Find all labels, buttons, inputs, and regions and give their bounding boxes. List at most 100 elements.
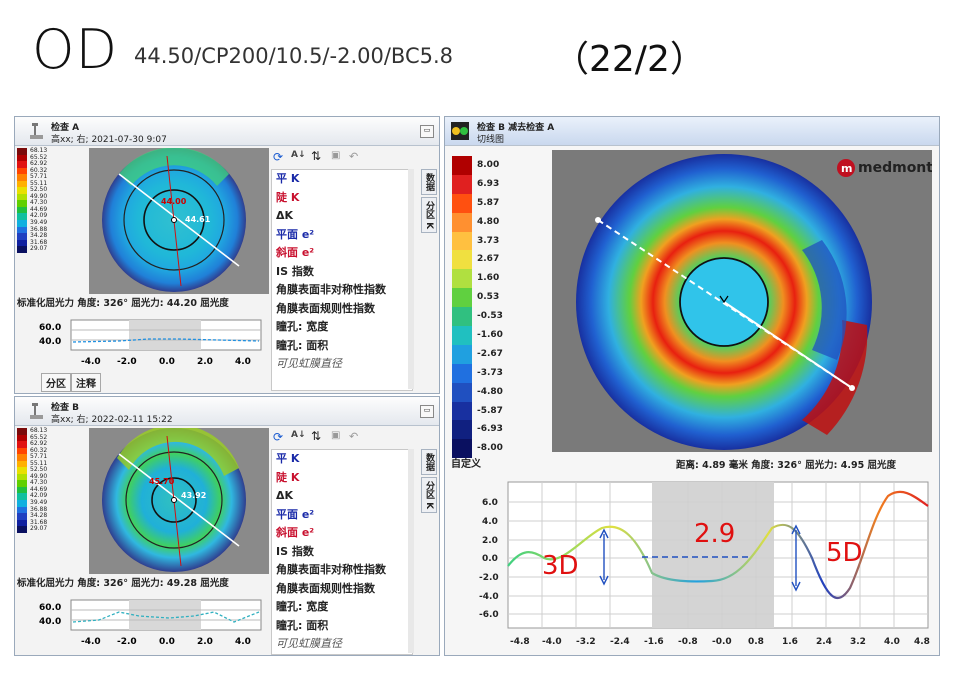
medmont-logo: m medmont — [837, 159, 932, 177]
index-item[interactable]: 斜面 e² — [276, 246, 315, 259]
difference-tangential-map[interactable]: m medmont — [552, 150, 932, 452]
save-icon[interactable]: ▣ — [331, 150, 341, 161]
scale-value: 52.50 — [30, 186, 48, 194]
scale-value: -3.73 — [477, 367, 503, 378]
tab-zone[interactable]: 分区 — [41, 373, 71, 392]
sort-icon[interactable]: ⇅ — [311, 149, 322, 163]
scale-swatch — [452, 174, 472, 194]
difference-header: 检查 B 减去检查 A 切线图 — [445, 117, 939, 146]
scale-step: 49.90 — [17, 473, 73, 481]
exam-a-profile-chart: 60.0 40.0 -4.0 -2.0 0.0 2.0 4.0 — [39, 319, 262, 367]
index-item[interactable]: ΔK — [276, 489, 294, 502]
menu-scrollbar[interactable] — [408, 169, 414, 389]
scale-step: 6.93 — [452, 174, 512, 194]
scale-value: 31.68 — [30, 518, 48, 526]
exam-b-toolbar: ⟳ A↓ ⇅ ▣ ↶ — [273, 429, 413, 446]
index-item[interactable]: 可见虹膜直径 — [276, 357, 342, 370]
x-tick: -4.0 — [542, 637, 562, 647]
scale-swatch — [17, 428, 27, 435]
scale-step: 44.69 — [17, 206, 73, 214]
tab-data[interactable]: 数据 — [421, 169, 437, 195]
scale-step: 62.92 — [17, 160, 73, 168]
scale-swatch — [17, 480, 27, 487]
refresh-icon[interactable]: ⟳ — [273, 430, 284, 444]
scale-swatch — [17, 167, 27, 175]
undo-icon[interactable]: ↶ — [349, 430, 359, 443]
refresh-icon[interactable]: ⟳ — [273, 150, 284, 164]
index-item[interactable]: 斜面 e² — [276, 526, 315, 539]
tab-notes[interactable]: 注释 — [71, 373, 101, 392]
index-item[interactable]: 角膜表面规则性指数 — [276, 301, 375, 315]
sort-icon[interactable]: ⇅ — [311, 429, 322, 443]
scale-swatch — [17, 206, 27, 214]
index-item[interactable]: 瞳孔: 面积 — [276, 338, 329, 352]
scale-swatch — [17, 434, 27, 442]
undo-icon[interactable]: ↶ — [349, 150, 359, 163]
y-tick: 2.0 — [482, 536, 498, 546]
scale-step: 55.11 — [17, 180, 73, 188]
y-tick: -6.0 — [479, 610, 499, 620]
index-item[interactable]: 平面 e² — [276, 507, 315, 521]
scale-step: 8.00 — [452, 156, 512, 175]
scale-value: -1.60 — [477, 330, 503, 341]
scale-swatch — [452, 156, 472, 175]
menu-scrollbar[interactable] — [408, 449, 414, 653]
tab-zone-k[interactable]: 分区 K — [421, 197, 437, 233]
scale-step: 39.49 — [17, 499, 73, 507]
scale-value: 2.67 — [477, 254, 500, 265]
index-item[interactable]: 瞳孔: 宽度 — [276, 320, 329, 333]
restore-button[interactable]: ▭ — [420, 125, 434, 138]
index-item[interactable]: 陡 K — [276, 470, 300, 484]
scale-value: 39.49 — [30, 499, 48, 507]
scale-swatch — [17, 233, 27, 240]
scale-swatch — [452, 307, 472, 327]
scale-step: 49.90 — [17, 192, 73, 201]
scale-step: 31.68 — [17, 239, 73, 247]
scale-step: -8.00 — [452, 439, 512, 459]
scale-swatch — [17, 506, 27, 514]
scale-step: 34.28 — [17, 232, 73, 240]
scale-value: 62.92 — [30, 440, 48, 448]
x-tick: -0.0 — [712, 637, 732, 647]
index-item[interactable]: 瞳孔: 宽度 — [276, 600, 329, 613]
scale-value: 42.09 — [30, 212, 48, 220]
tab-data[interactable]: 数据 — [421, 449, 437, 475]
sort-az-icon[interactable]: A↓ — [291, 150, 306, 160]
scale-step: 36.88 — [17, 226, 73, 234]
index-item[interactable]: 瞳孔: 面积 — [276, 618, 329, 632]
scale-swatch — [17, 473, 27, 481]
y-tick: -4.0 — [479, 592, 499, 602]
exam-b-topography-map[interactable]: 45.70 43.92 — [89, 428, 269, 574]
save-icon[interactable]: ▣ — [331, 430, 341, 441]
scale-step: 57.71 — [17, 453, 73, 461]
index-item[interactable]: 平 K — [276, 452, 300, 465]
sort-az-icon[interactable]: A↓ — [291, 430, 306, 440]
index-item[interactable]: 可见虹膜直径 — [276, 637, 342, 650]
scale-swatch — [452, 363, 472, 383]
index-item[interactable]: IS 指数 — [276, 544, 314, 558]
exam-a-topography-map[interactable]: 44.00 44.61 — [89, 148, 269, 294]
index-item[interactable]: 角膜表面非对称性指数 — [276, 283, 386, 296]
scale-step: 55.11 — [17, 460, 73, 468]
scale-swatch — [17, 200, 27, 207]
index-item[interactable]: 角膜表面规则性指数 — [276, 581, 375, 595]
y-tick: 4.0 — [482, 517, 498, 527]
date-note: （22/2） — [553, 39, 706, 80]
index-item[interactable]: 平 K — [276, 172, 300, 185]
index-item[interactable]: IS 指数 — [276, 264, 314, 278]
exam-a-panel: 检查 A 高xx; 右; 2021-07-30 9:07 ▭ 68.13 65.5… — [14, 116, 440, 394]
scale-step: 42.09 — [17, 212, 73, 221]
y-tick: 6.0 — [482, 498, 498, 508]
scale-swatch — [17, 454, 27, 461]
scale-value: -5.87 — [477, 405, 503, 416]
index-item[interactable]: ΔK — [276, 209, 294, 222]
x-tick: 3.2 — [850, 637, 866, 647]
scale-value: 68.13 — [30, 147, 48, 154]
tab-zone-k[interactable]: 分区 K — [421, 477, 437, 513]
index-item[interactable]: 角膜表面非对称性指数 — [276, 563, 386, 576]
index-item[interactable]: 陡 K — [276, 190, 300, 204]
restore-button[interactable]: ▭ — [420, 405, 434, 418]
index-item[interactable]: 平面 e² — [276, 227, 315, 241]
scale-value: 49.90 — [30, 192, 48, 200]
scale-step: 65.52 — [17, 154, 73, 162]
